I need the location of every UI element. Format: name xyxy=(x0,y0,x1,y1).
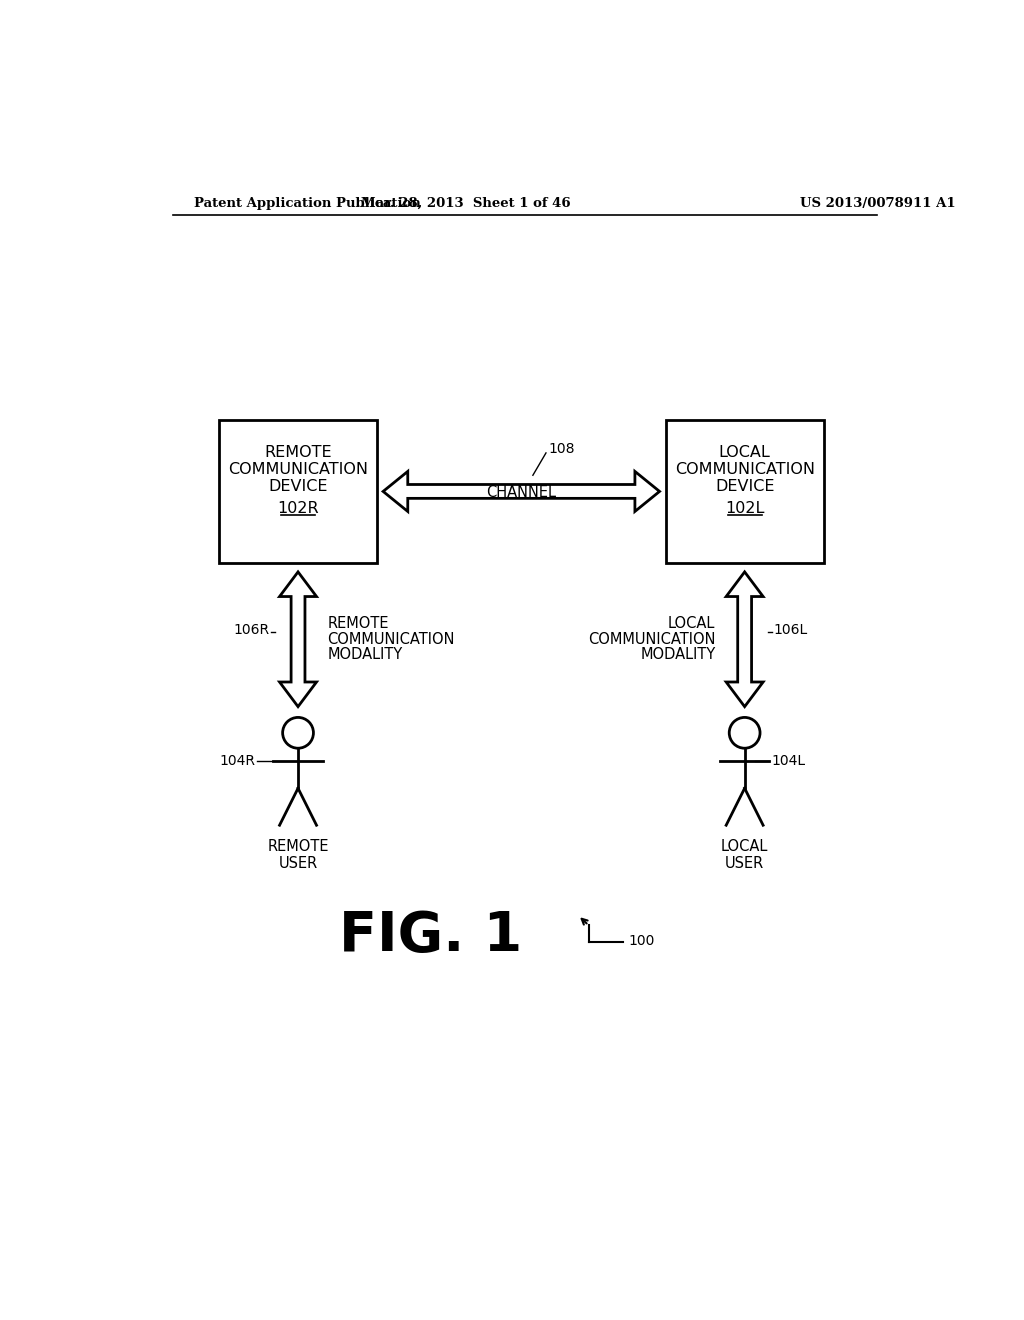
Text: LOCAL: LOCAL xyxy=(719,445,770,461)
Text: 108: 108 xyxy=(548,442,574,457)
Text: 106R: 106R xyxy=(233,623,269,638)
Text: 102R: 102R xyxy=(278,502,318,516)
Text: DEVICE: DEVICE xyxy=(268,479,328,494)
Text: COMMUNICATION: COMMUNICATION xyxy=(228,462,368,477)
Text: MODALITY: MODALITY xyxy=(640,647,716,663)
Text: REMOTE: REMOTE xyxy=(328,616,389,631)
Text: 104L: 104L xyxy=(772,754,806,767)
Text: US 2013/0078911 A1: US 2013/0078911 A1 xyxy=(801,197,956,210)
Polygon shape xyxy=(280,572,316,706)
Text: 100: 100 xyxy=(628,933,654,948)
Text: 104R: 104R xyxy=(220,754,256,767)
Text: Mar. 28, 2013  Sheet 1 of 46: Mar. 28, 2013 Sheet 1 of 46 xyxy=(360,197,570,210)
Bar xyxy=(666,420,823,562)
Polygon shape xyxy=(726,572,763,706)
Text: COMMUNICATION: COMMUNICATION xyxy=(588,632,716,647)
Text: COMMUNICATION: COMMUNICATION xyxy=(328,632,455,647)
Text: REMOTE: REMOTE xyxy=(264,445,332,461)
Text: FIG. 1: FIG. 1 xyxy=(339,909,522,964)
Bar xyxy=(219,420,377,562)
Text: CHANNEL: CHANNEL xyxy=(486,486,556,500)
Text: 102L: 102L xyxy=(725,502,764,516)
Text: MODALITY: MODALITY xyxy=(328,647,402,663)
Text: LOCAL
USER: LOCAL USER xyxy=(721,840,768,871)
Text: LOCAL: LOCAL xyxy=(668,616,716,631)
Polygon shape xyxy=(383,471,659,511)
Text: Patent Application Publication: Patent Application Publication xyxy=(194,197,421,210)
Text: COMMUNICATION: COMMUNICATION xyxy=(675,462,815,477)
Text: DEVICE: DEVICE xyxy=(715,479,774,494)
Text: REMOTE
USER: REMOTE USER xyxy=(267,840,329,871)
Text: 106L: 106L xyxy=(773,623,807,638)
